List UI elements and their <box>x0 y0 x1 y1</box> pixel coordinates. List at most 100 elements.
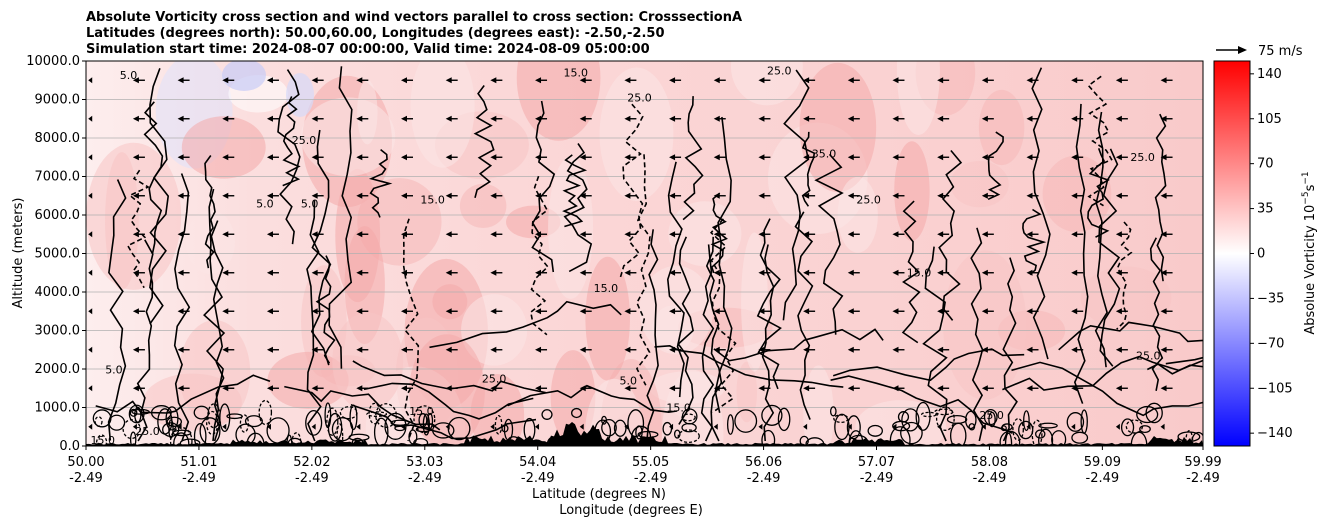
contour-loop <box>375 403 398 428</box>
contour-loop <box>244 415 263 428</box>
contour-loop <box>166 416 183 427</box>
wind-arrow-head <box>222 346 229 353</box>
wind-arrow-head <box>803 77 810 84</box>
wind-arrow-head <box>803 115 810 122</box>
contour-line <box>1073 103 1089 404</box>
wind-arrow-head <box>892 423 897 430</box>
contour-line-horizontal <box>1058 321 1203 351</box>
wind-arrow-head <box>88 269 93 276</box>
contour-line <box>782 69 810 321</box>
wind-arrow-head <box>400 77 407 84</box>
field-patch-negative <box>286 73 314 117</box>
contour-line <box>619 103 644 279</box>
wind-arrow-head <box>356 308 363 315</box>
contour-loop <box>601 418 617 437</box>
contour-line <box>1022 208 1047 276</box>
wind-arrow-head <box>1160 115 1167 122</box>
wind-arrow-head <box>758 115 765 122</box>
wind-arrow-head <box>669 346 676 353</box>
wind-arrow-head <box>490 192 497 199</box>
wind-arrow-head <box>669 308 676 315</box>
wind-arrow-head <box>400 385 407 392</box>
contour-line-horizontal <box>1002 355 1203 391</box>
wind-arrow-head <box>88 154 93 161</box>
wind-arrow-head <box>311 77 318 84</box>
contour-loop <box>627 409 645 438</box>
wind-arrow-head <box>1071 115 1078 122</box>
wind-arrow-head <box>311 154 318 161</box>
contour-line <box>814 153 844 335</box>
wind-arrow-head <box>535 385 542 392</box>
contour-loop <box>432 422 455 439</box>
wind-arrow-head <box>400 231 407 238</box>
wind-arrow-head <box>624 423 629 430</box>
wind-arrow-head <box>490 115 497 122</box>
wind-arrow-head <box>132 269 139 276</box>
wind-arrow-head <box>266 308 273 315</box>
wind-arrow-head <box>579 423 584 430</box>
wind-arrow-head <box>266 269 273 276</box>
wind-arrow-head <box>266 154 273 161</box>
field-patch <box>741 232 768 372</box>
wind-arrow-head <box>1026 308 1033 315</box>
y-tick-label: 8000.0 <box>35 131 81 146</box>
contour-loop <box>193 422 207 446</box>
x-tick-label-lon: -2.49 <box>408 471 442 486</box>
wind-arrow-head <box>579 192 586 199</box>
wind-arrow-head <box>1026 77 1033 84</box>
wind-arrow-head <box>445 231 452 238</box>
wind-arrow-head <box>758 77 765 84</box>
contour-loop <box>1120 418 1135 437</box>
contour-label: 5.0 <box>256 197 274 210</box>
colorbar-tick-label: 105 <box>1257 112 1282 127</box>
contour-label: 25.0 <box>482 372 507 385</box>
wind-arrow-head <box>981 385 988 392</box>
wind-arrow-head <box>222 308 229 315</box>
contour-loop <box>867 424 883 437</box>
wind-arrow-head <box>937 423 942 430</box>
contour-line <box>1031 67 1051 360</box>
wind-arrow-head <box>266 385 273 392</box>
wind-arrow-head <box>535 423 540 430</box>
wind-arrow-head <box>1160 346 1167 353</box>
contour-line <box>1087 75 1113 207</box>
wind-arrow-head <box>356 115 363 122</box>
wind-arrow-head <box>937 192 944 199</box>
contour-loop <box>1001 423 1013 431</box>
contour-label: 5.0 <box>105 364 123 377</box>
x-tick-label-lat: 50.00 <box>67 455 104 470</box>
x-tick-label-lat: 59.09 <box>1084 455 1121 470</box>
wind-arrow-head <box>803 269 810 276</box>
wind-arrow-head <box>1115 231 1122 238</box>
contour-line <box>204 155 216 269</box>
contour-label: 25.0 <box>1136 349 1161 362</box>
colorbar-label: Absolue Vorticity 10−5s−1 <box>1301 171 1318 334</box>
contour-loop <box>777 407 791 432</box>
wind-arrow-head <box>758 269 765 276</box>
y-tick-label: 6000.0 <box>35 208 81 223</box>
wind-arrow-head <box>624 115 631 122</box>
contour-line <box>756 218 782 390</box>
wind-arrow-head <box>892 269 899 276</box>
contour-line <box>705 236 723 442</box>
wind-arrow-head <box>579 154 586 161</box>
wind-arrow-head <box>1026 423 1031 430</box>
wind-arrow-head <box>937 308 944 315</box>
wind-arrow-head <box>624 269 631 276</box>
wind-arrow-head <box>1160 423 1165 430</box>
colorbar-label-s: s <box>1303 184 1318 191</box>
wind-arrow-head <box>981 231 988 238</box>
wind-arrow-head <box>88 231 93 238</box>
wind-arrow-head <box>356 192 363 199</box>
wind-arrow-head <box>490 385 497 392</box>
wind-arrow-head <box>88 308 93 315</box>
wind-arrow-head <box>579 385 586 392</box>
wind-arrow-head <box>1026 269 1033 276</box>
y-tick-label: 3000.0 <box>35 324 81 339</box>
contour-loop <box>326 407 339 436</box>
wind-arrow-head <box>445 346 452 353</box>
wind-arrow-head <box>981 115 988 122</box>
wind-arrow-head <box>669 115 676 122</box>
contour-label: 25.0 <box>767 64 792 77</box>
